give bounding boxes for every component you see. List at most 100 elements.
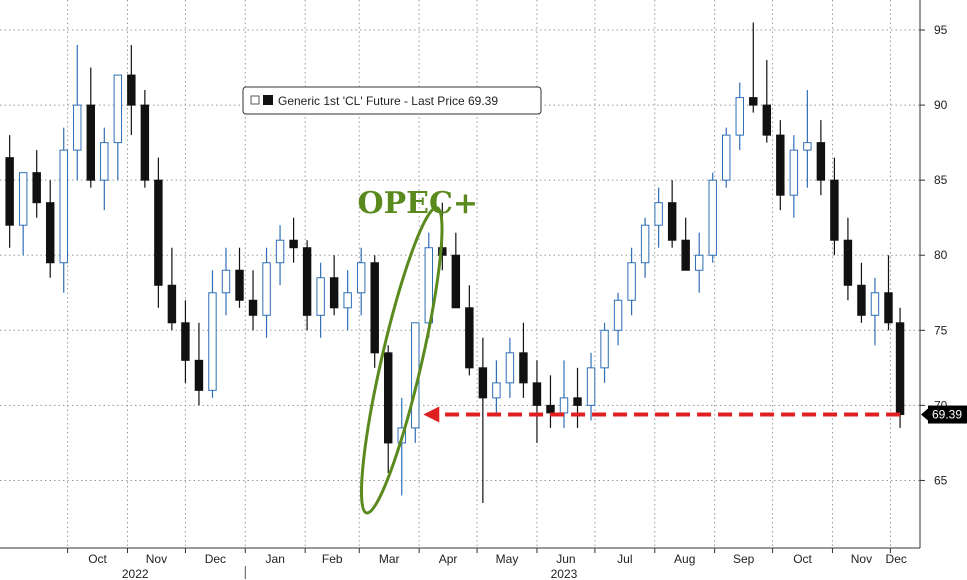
candles	[5, 22, 905, 503]
month-tick-label: Oct	[793, 552, 812, 566]
candle	[870, 277, 880, 346]
candle	[803, 90, 812, 188]
candle	[167, 247, 177, 331]
candle-body	[546, 404, 555, 414]
candle	[86, 67, 95, 188]
candle	[384, 345, 393, 473]
candle	[248, 270, 258, 331]
y-tick-label: 80	[934, 248, 948, 262]
candle-body	[789, 149, 799, 196]
candle-body	[573, 397, 582, 406]
candle	[289, 217, 298, 263]
candle-body	[843, 239, 853, 286]
y-tick-label: 95	[934, 23, 948, 37]
candle	[857, 262, 866, 323]
candle-body	[762, 104, 772, 136]
candle	[667, 180, 677, 248]
candle	[329, 255, 339, 316]
candle	[46, 180, 55, 278]
candle	[895, 307, 905, 428]
candle-body	[384, 352, 393, 444]
candle-body	[857, 284, 866, 316]
candle-body	[18, 172, 28, 226]
candle	[694, 232, 704, 293]
candle	[762, 60, 772, 143]
candle-body	[613, 299, 623, 331]
year-label-2023: 2023	[551, 567, 578, 580]
candle-body	[221, 269, 231, 294]
month-tick-label: Apr	[439, 552, 458, 566]
candle-body	[627, 262, 636, 301]
month-tick-label: Jun	[556, 552, 575, 566]
candle-body	[181, 322, 190, 361]
candle	[140, 90, 150, 188]
legend-box	[242, 86, 542, 115]
candle-body	[73, 104, 82, 151]
candle	[370, 255, 379, 368]
candle	[478, 337, 488, 503]
candle	[451, 232, 461, 309]
candle-body	[235, 269, 244, 301]
candle-body	[127, 74, 136, 106]
candle	[262, 247, 271, 338]
candle	[343, 270, 352, 331]
last-price-pointer	[921, 408, 928, 421]
candle-body	[559, 397, 569, 414]
candle	[654, 187, 663, 248]
candle-body	[465, 307, 474, 369]
candle-body	[154, 179, 163, 286]
candle-body	[586, 367, 596, 406]
overlays: OPEC+ 69.39	[357, 186, 967, 515]
candle	[113, 74, 123, 181]
candle-body	[167, 284, 177, 324]
candle	[816, 120, 826, 196]
candle	[235, 247, 244, 308]
candle	[681, 217, 690, 271]
candle	[884, 255, 893, 331]
legend-label: Generic 1st 'CL' Future - Last Price 69.…	[278, 94, 498, 108]
candle	[181, 300, 190, 383]
candle	[843, 217, 853, 301]
candle	[302, 240, 312, 331]
candle-body	[59, 149, 68, 264]
candle-body	[275, 239, 285, 264]
candle-body	[505, 352, 515, 384]
candle	[59, 127, 68, 293]
candle-body	[46, 202, 55, 264]
candle-body	[302, 247, 312, 316]
last-price-badge	[928, 405, 967, 424]
candle-body	[776, 134, 785, 196]
month-tick-label: Nov	[146, 552, 167, 566]
candle	[776, 120, 785, 211]
candle-body	[708, 179, 717, 256]
candle-body	[722, 134, 731, 181]
candle-body	[316, 277, 325, 316]
legend: Generic 1st 'CL' Future - Last Price 69.…	[242, 86, 542, 115]
candle-body	[803, 142, 812, 151]
candle-body	[667, 202, 677, 241]
candle-body	[289, 239, 298, 249]
candle-body	[749, 97, 758, 106]
candle-body	[492, 382, 501, 399]
month-tick-label: May	[496, 552, 519, 566]
candle	[830, 157, 839, 256]
candle-body	[532, 382, 542, 406]
opec-annotation-label: OPEC+	[357, 186, 478, 221]
last-price-label: 69.39	[932, 408, 962, 422]
candle	[586, 352, 596, 421]
month-tick-label: Jul	[617, 552, 632, 566]
candle	[640, 217, 650, 278]
candle	[154, 157, 163, 308]
candle-body	[262, 262, 271, 316]
candle-body	[32, 172, 41, 204]
candle-body	[194, 359, 204, 391]
candle-body	[735, 97, 744, 136]
legend-toggle-icon	[250, 95, 260, 105]
candle-body	[140, 104, 150, 181]
candle	[18, 172, 28, 256]
candle-body	[884, 292, 893, 324]
legend-swatch-icon	[263, 95, 273, 105]
candle-body	[329, 277, 339, 309]
month-tick-label: Nov	[851, 552, 872, 566]
candle	[600, 322, 609, 383]
